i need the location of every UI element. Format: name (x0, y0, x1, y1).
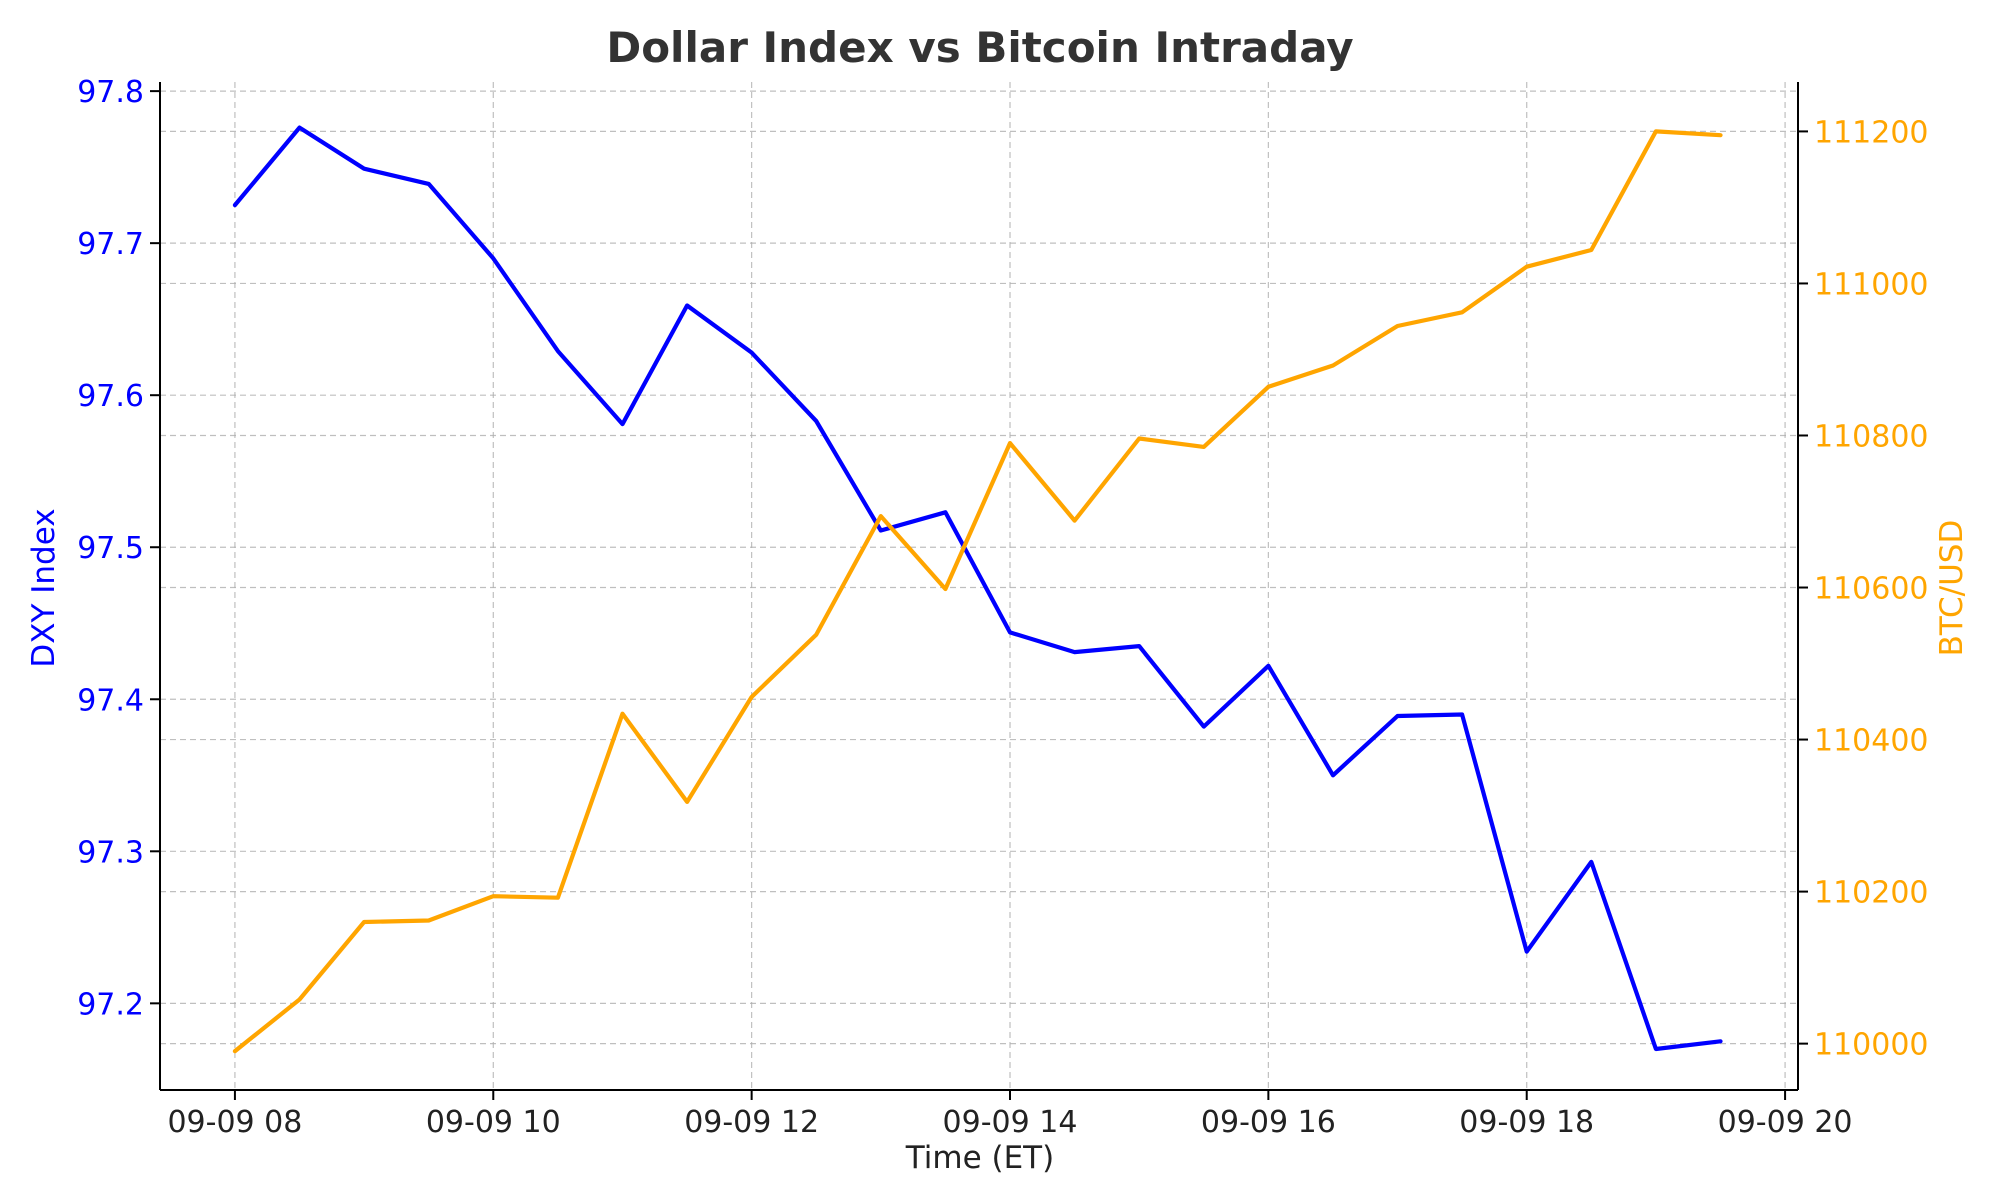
dxy-series-line (232, 125, 1723, 1052)
grid-lines (160, 82, 1798, 1090)
x-tick-label: 09-09 16 (1201, 1105, 1336, 1140)
y-right-tick-label: 111200 (1814, 115, 1929, 150)
y-right-tick-label: 110600 (1814, 572, 1929, 607)
x-axis-label: Time (ET) (905, 1140, 1054, 1176)
x-tick-label: 09-09 20 (1718, 1105, 1853, 1140)
y-left-axis-label: DXY Index (26, 508, 62, 667)
y-left-tick-label: 97.6 (77, 379, 144, 414)
y-right-tick-label: 110800 (1814, 419, 1929, 454)
y-left-tick-label: 97.5 (77, 531, 144, 566)
x-tick-label: 09-09 08 (167, 1105, 302, 1140)
y-right-tick-label: 110000 (1814, 1028, 1929, 1063)
y-right-tick-label: 110200 (1814, 876, 1929, 911)
y-right-axis-label: BTC/USD (1934, 520, 1970, 657)
y-left-tick-label: 97.2 (77, 987, 144, 1022)
y-right-tick-label: 111000 (1814, 267, 1929, 302)
x-tick-label: 09-09 14 (943, 1105, 1078, 1140)
y-right-tick-label: 110400 (1814, 724, 1929, 759)
y-left-tick-label: 97.3 (77, 835, 144, 870)
x-tick-label: 09-09 12 (684, 1105, 819, 1140)
btc-series-line (232, 129, 1723, 1054)
y-left-tick-label: 97.4 (77, 683, 144, 718)
chart-title: Dollar Index vs Bitcoin Intraday (606, 23, 1353, 72)
y-left-tick-label: 97.8 (77, 75, 144, 110)
x-tick-label: 09-09 18 (1459, 1105, 1594, 1140)
x-tick-label: 09-09 10 (426, 1105, 561, 1140)
y-left-tick-label: 97.7 (77, 227, 144, 262)
series-lines (232, 125, 1723, 1054)
axes: 09-09 08 09-09 10 09-09 12 09-09 14 09-09 16… (77, 75, 1928, 1140)
